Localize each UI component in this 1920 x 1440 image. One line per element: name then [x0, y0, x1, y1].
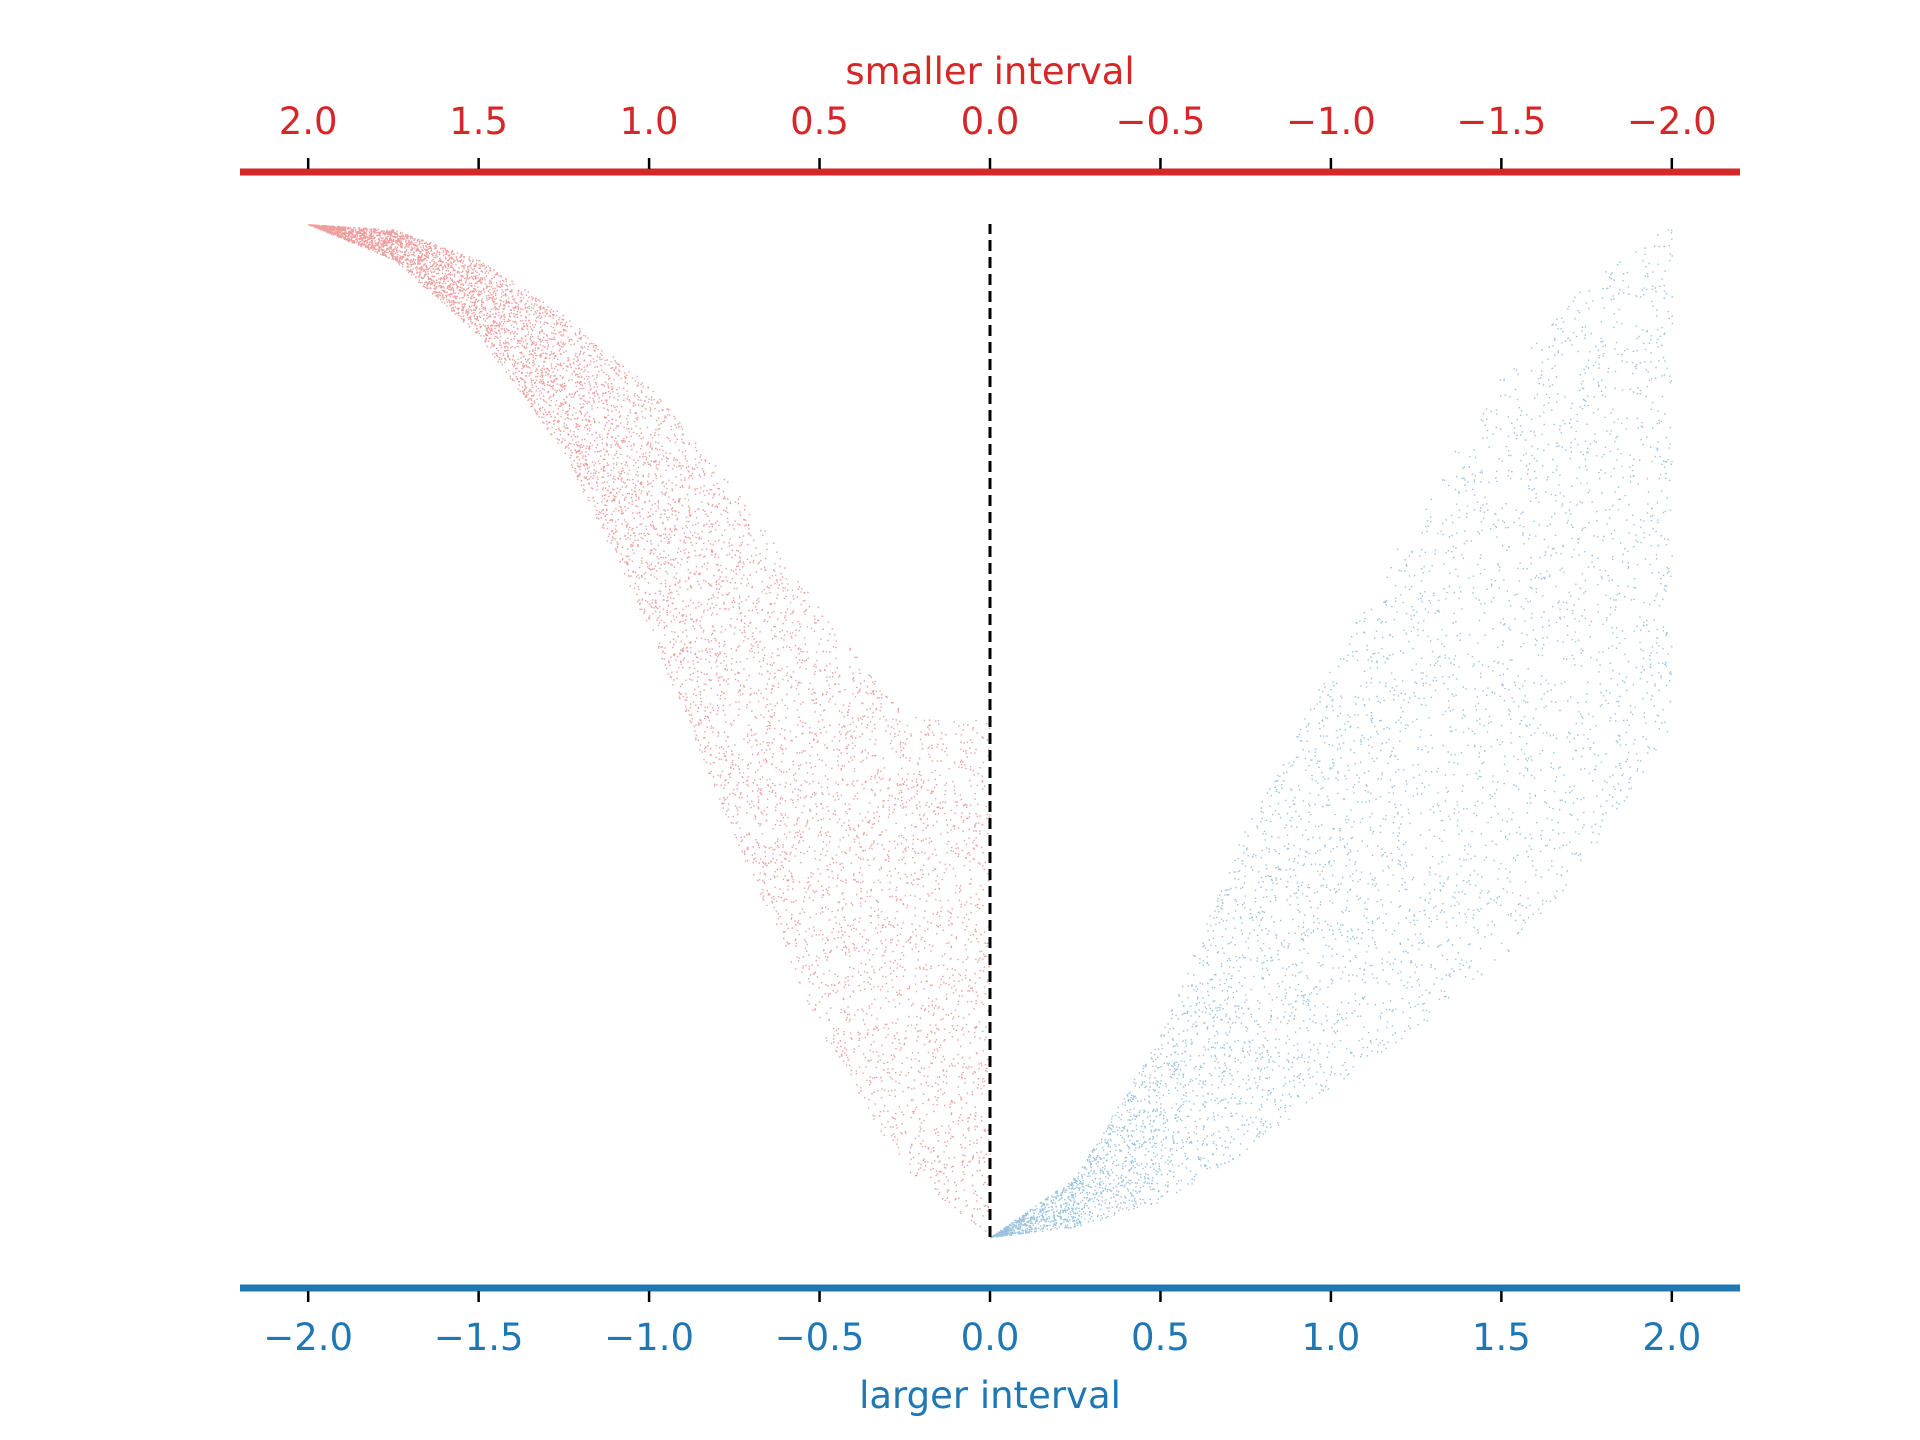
scatter-series-1: [990, 229, 1673, 1239]
top-tick-label: −2.0: [1627, 100, 1717, 143]
top-tick-label: 2.0: [279, 100, 338, 143]
bottom-tick-label: 1.0: [1301, 1316, 1360, 1359]
bottom-tick-label: −1.0: [604, 1316, 694, 1359]
scatter-point-cloud: [990, 229, 1673, 1239]
bottom-tick-label: 2.0: [1642, 1316, 1701, 1359]
bottom-tick-label: −0.5: [775, 1316, 865, 1359]
top-tick-label: 0.0: [961, 100, 1020, 143]
top-tick-label: 1.5: [449, 100, 508, 143]
top-tick-label: 1.0: [620, 100, 679, 143]
top-tick-label: −1.5: [1456, 100, 1546, 143]
top-axis-title: smaller interval: [845, 50, 1134, 93]
top-tick-label: −1.0: [1286, 100, 1376, 143]
top-tick-label: 0.5: [790, 100, 849, 143]
bottom-tick-label: −1.5: [434, 1316, 524, 1359]
bottom-axis-ticks: −2.0 −1.5 −1.0 −0.5 0.0 0.5 1.0 1.5 2.0: [263, 1291, 1701, 1359]
scatter-series-0: [308, 224, 992, 1232]
top-tick-label: −0.5: [1116, 100, 1206, 143]
bottom-axis-title: larger interval: [859, 1374, 1121, 1417]
scatter-point-cloud: [308, 224, 992, 1232]
top-axis-ticks: 2.0 1.5 1.0 0.5 0.0 −0.5 −1.0 −1.5 −2.0: [279, 100, 1717, 169]
bottom-tick-label: 0.0: [961, 1316, 1020, 1359]
bottom-tick-label: 1.5: [1472, 1316, 1531, 1359]
bottom-tick-label: 0.5: [1131, 1316, 1190, 1359]
bottom-tick-label: −2.0: [263, 1316, 353, 1359]
axes: 2.0 1.5 1.0 0.5 0.0 −0.5 −1.0 −1.5 −2.0 −2.0 −1.5…: [240, 50, 1740, 1417]
